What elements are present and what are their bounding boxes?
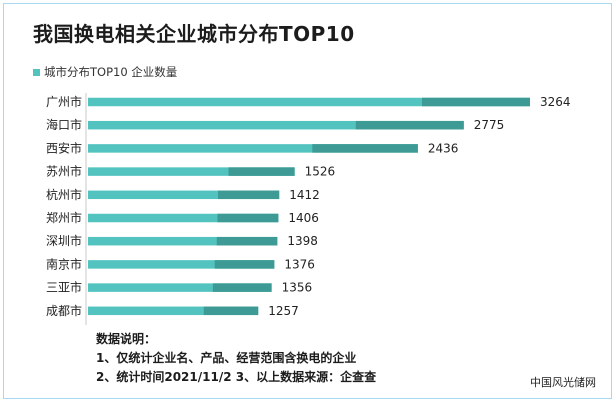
chart-legend: 城市分布TOP10 企业数量 bbox=[33, 64, 177, 80]
category-label: 郑州市 bbox=[46, 210, 82, 225]
value-label: 1398 bbox=[287, 234, 318, 248]
data-notes: 数据说明： 1、仅统计企业名、产品、经营范围含换电的企业 2、统计时间2021/… bbox=[96, 330, 376, 387]
bar-tip-shade bbox=[203, 306, 259, 316]
category-label: 深圳市 bbox=[46, 233, 82, 248]
bar-tip-shade bbox=[214, 260, 275, 269]
value-label: 1376 bbox=[284, 257, 315, 271]
bar-tip-shade bbox=[312, 144, 418, 153]
bar bbox=[88, 190, 280, 200]
bar-tip-shade bbox=[217, 213, 279, 223]
category-label: 广州市 bbox=[46, 94, 82, 109]
chart-card bbox=[3, 3, 612, 399]
bar bbox=[88, 167, 295, 176]
bar-tip-shade bbox=[218, 190, 280, 200]
notes-line-1: 1、仅统计企业名、产品、经营范围含换电的企业 bbox=[96, 351, 357, 365]
value-label: 3264 bbox=[540, 95, 571, 109]
bar bbox=[88, 97, 530, 107]
bar bbox=[88, 213, 279, 223]
value-label: 2436 bbox=[428, 141, 459, 155]
bar bbox=[88, 120, 464, 130]
bar bbox=[88, 144, 418, 153]
category-label: 苏州市 bbox=[46, 164, 82, 179]
value-label: 1406 bbox=[288, 211, 319, 225]
value-label: 1526 bbox=[305, 165, 336, 179]
watermark-text: 中国风光储网 bbox=[530, 376, 596, 389]
category-label: 南京市 bbox=[46, 256, 82, 271]
bar-tip-shade bbox=[355, 120, 464, 130]
value-label: 2775 bbox=[474, 118, 505, 132]
value-label: 1356 bbox=[282, 281, 313, 295]
bar-tip-shade bbox=[212, 283, 272, 292]
legend-label: 城市分布TOP10 企业数量 bbox=[44, 65, 178, 79]
bar bbox=[88, 260, 275, 269]
category-label: 海口市 bbox=[46, 117, 82, 132]
category-label: 三亚市 bbox=[46, 280, 82, 295]
legend-swatch bbox=[33, 68, 40, 76]
chart-title: 我国换电相关企业城市分布TOP10 bbox=[33, 22, 355, 46]
bar-tip-shade bbox=[228, 167, 295, 176]
category-label: 杭州市 bbox=[46, 187, 82, 202]
bar bbox=[88, 306, 259, 316]
notes-heading: 数据说明： bbox=[96, 332, 157, 346]
bar bbox=[88, 283, 272, 292]
notes-line-2: 2、统计时间2021/11/2 3、以上数据来源：企查查 bbox=[96, 370, 377, 384]
bar bbox=[88, 236, 278, 246]
bar-tip-shade bbox=[216, 236, 278, 246]
category-label: 西安市 bbox=[46, 140, 82, 155]
category-label: 成都市 bbox=[46, 303, 82, 318]
value-label: 1257 bbox=[268, 304, 299, 318]
bar-tip-shade bbox=[422, 97, 530, 107]
value-label: 1412 bbox=[289, 188, 320, 202]
